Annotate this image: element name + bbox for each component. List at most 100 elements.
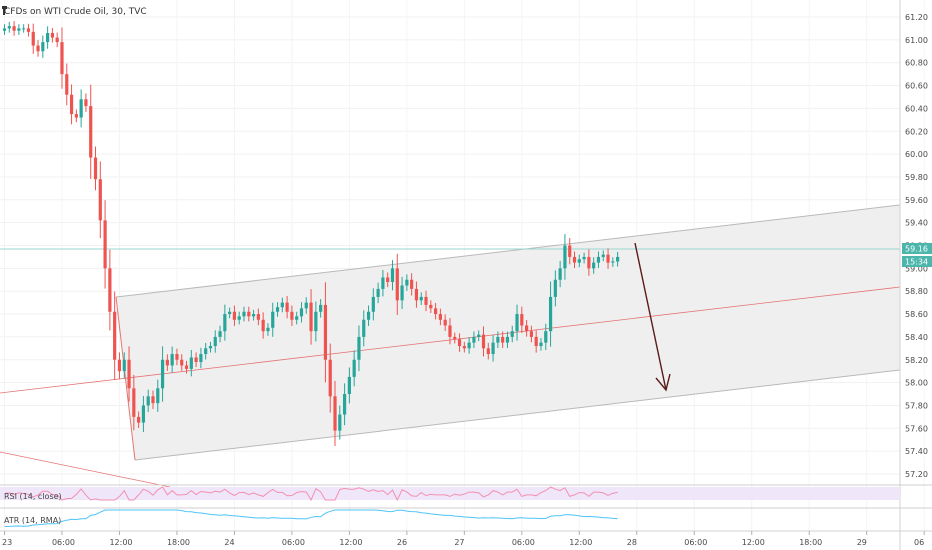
candle-body: [132, 388, 136, 417]
candle-body: [55, 37, 59, 43]
candle-body: [261, 319, 265, 332]
y-tick-label: 58.80: [905, 287, 928, 296]
candle: [232, 305, 237, 326]
y-tick-label: 57.80: [905, 401, 928, 410]
candle-body: [419, 296, 423, 301]
candle-body: [98, 179, 102, 221]
candle: [515, 304, 519, 341]
candle: [611, 257, 615, 267]
candle-body: [79, 99, 83, 118]
candle-body: [587, 256, 591, 269]
candle: [12, 21, 16, 36]
candle: [558, 260, 562, 288]
price-axis[interactable]: 61.20 61.00 60.80 60.60 60.40 60.20 60.00 59.80…: [899, 0, 932, 550]
candle: [103, 200, 107, 289]
candle-body: [271, 311, 275, 328]
y-tick-label: 59.40: [905, 219, 928, 228]
candle-body: [103, 220, 107, 269]
candle-body: [462, 346, 466, 349]
candle-body: [338, 414, 342, 431]
candle-body: [577, 259, 581, 263]
candle: [271, 302, 275, 337]
regression-channel[interactable]: [0, 204, 901, 488]
candle-body: [122, 359, 126, 372]
candle: [323, 282, 328, 383]
candle-body: [69, 94, 74, 115]
candle: [213, 330, 217, 353]
rsi-pane[interactable]: RSI (14, close): [0, 484, 932, 502]
y-tick-label: 59.80: [905, 173, 928, 182]
candle-body: [568, 245, 572, 257]
candle-body: [151, 396, 155, 404]
x-tick-label: 06:00: [282, 538, 305, 547]
x-tick-label: 24: [224, 538, 234, 547]
candle-body: [347, 376, 351, 395]
candle-body: [141, 405, 146, 423]
candle-body: [208, 346, 213, 349]
x-tick-label: 27: [454, 538, 464, 547]
candle-body: [93, 157, 98, 180]
x-tick-label: 29: [857, 538, 867, 547]
y-tick-label: 58.00: [905, 379, 928, 388]
candle: [467, 337, 471, 354]
candle: [366, 305, 371, 326]
candle: [275, 302, 280, 317]
candle-body: [434, 308, 438, 315]
candle: [299, 302, 304, 323]
candle-body: [290, 311, 294, 320]
candle: [41, 35, 45, 58]
time-axis[interactable]: 23 06:00 12:00 18:00 24 06:00 12:00 26 27 06:00 12…: [0, 530, 932, 547]
candle: [309, 289, 313, 345]
tradingview-logo-icon: [2, 6, 7, 15]
candle: [285, 295, 289, 319]
candle: [74, 109, 78, 123]
candle: [137, 411, 141, 429]
candle-body: [84, 99, 88, 107]
candle: [46, 26, 50, 49]
candle: [328, 343, 332, 413]
channel-upper-line[interactable]: [115, 204, 901, 298]
rsi-line: [4, 486, 618, 502]
candle-body: [156, 388, 160, 404]
candle: [199, 347, 203, 369]
projection-arrow[interactable]: [634, 242, 671, 392]
channel-lower-line[interactable]: [134, 369, 901, 461]
last-price-text: 59.16: [905, 245, 928, 254]
y-tick-label: 59.60: [905, 196, 928, 205]
atr-pane[interactable]: ATR (14, RMA): [0, 507, 932, 527]
arrow-shaft: [634, 242, 667, 391]
candle: [592, 257, 596, 274]
candle: [486, 342, 490, 360]
candle: [529, 325, 533, 343]
candle: [434, 302, 438, 320]
trend-line-lower-left[interactable]: [0, 451, 171, 488]
candle: [472, 331, 476, 349]
candle-body: [553, 279, 557, 297]
candle-body: [189, 357, 193, 369]
x-tick-label: 06:00: [52, 538, 75, 547]
candle-body: [213, 336, 217, 347]
candle-body: [481, 334, 486, 349]
candle: [510, 325, 514, 343]
candle-body: [386, 277, 390, 283]
candle-body: [525, 325, 529, 332]
candle: [251, 309, 256, 321]
candle: [539, 337, 543, 351]
candle-body: [74, 114, 78, 118]
candle: [194, 352, 198, 368]
candle-body: [405, 279, 409, 286]
y-tick-label: 58.40: [905, 333, 928, 342]
candle: [117, 352, 122, 379]
candle-body: [438, 314, 442, 320]
candle: [165, 354, 169, 371]
x-tick-label: 18:00: [799, 538, 822, 547]
y-tick-label: 61.20: [905, 13, 928, 22]
candle-body: [242, 311, 246, 317]
candle: [419, 292, 423, 305]
y-tick-label: 60.00: [905, 150, 928, 159]
candle: [127, 346, 131, 402]
candle: [477, 330, 481, 342]
y-tick-label: 57.20: [905, 470, 928, 479]
candle: [189, 350, 193, 377]
